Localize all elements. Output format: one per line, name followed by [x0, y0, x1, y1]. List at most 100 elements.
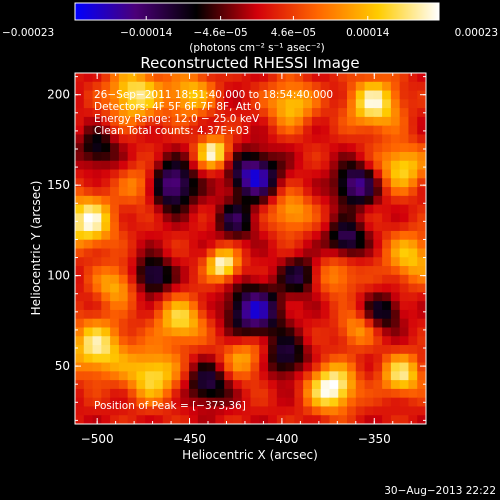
heatmap-cell — [92, 143, 102, 153]
heatmap-cell — [408, 397, 418, 408]
heatmap-cell — [285, 415, 295, 424]
heatmap-cell — [294, 125, 304, 136]
heatmap-cell — [241, 292, 252, 302]
heatmap-cell — [101, 257, 111, 267]
heatmap-cell — [268, 406, 278, 416]
heatmap-cell — [250, 274, 260, 285]
heatmap-cell — [189, 213, 199, 223]
heatmap-cell — [189, 151, 199, 162]
heatmap-cell — [408, 239, 418, 250]
heatmap-cell — [311, 283, 322, 293]
heatmap-cell — [127, 345, 138, 355]
heatmap-cell — [180, 160, 190, 171]
heatmap-cell — [390, 160, 401, 171]
heatmap-cell — [136, 160, 146, 171]
x-tick-label: −350 — [358, 432, 391, 446]
heatmap-cell — [127, 257, 138, 267]
heatmap-cell — [311, 362, 322, 372]
heatmap-cell — [338, 73, 348, 83]
heatmap-cell — [320, 274, 331, 285]
heatmap-cell — [101, 345, 111, 355]
heatmap-cell — [162, 134, 173, 144]
heatmap-cell — [75, 327, 85, 337]
heatmap-cell — [303, 187, 313, 197]
heatmap-cell — [197, 318, 208, 329]
heatmap-cell — [303, 230, 313, 241]
heatmap-cell — [110, 99, 120, 109]
heatmap-cell — [408, 73, 418, 83]
heatmap-cell — [417, 134, 426, 144]
heatmap-cell — [215, 371, 225, 381]
colorbar-tick-label: 4.6e−05 — [271, 27, 316, 39]
heatmap-cell — [259, 301, 269, 311]
heatmap-cell — [320, 187, 331, 197]
heatmap-cell — [373, 169, 383, 179]
heatmap-cell — [259, 415, 269, 424]
heatmap-cell — [311, 81, 322, 92]
heatmap-cell — [101, 327, 111, 337]
heatmap-cell — [320, 327, 331, 337]
heatmap-cell — [241, 371, 252, 381]
heatmap-cell — [145, 116, 155, 127]
heatmap-cell — [206, 292, 217, 302]
heatmap-cell — [276, 151, 287, 162]
heatmap-cell — [364, 318, 374, 329]
heatmap-cell — [162, 266, 173, 276]
heatmap-cell — [136, 187, 146, 197]
heatmap-cell — [276, 362, 287, 372]
heatmap-cell — [171, 283, 181, 293]
heatmap-cell — [268, 345, 278, 355]
heatmap-cell — [232, 345, 243, 355]
heatmap-cell — [127, 266, 138, 276]
heatmap-cell — [382, 301, 392, 311]
heatmap-cell — [83, 143, 94, 153]
heatmap-cell — [127, 143, 138, 153]
heatmap-cell — [110, 318, 120, 329]
heatmap-cell — [162, 406, 173, 416]
heatmap-cell — [127, 301, 138, 311]
heatmap-cell — [329, 73, 339, 83]
heatmap-cell — [399, 309, 410, 320]
heatmap-cell — [268, 151, 278, 162]
heatmap-cell — [83, 81, 94, 92]
heatmap-cell — [118, 345, 129, 355]
heatmap-cell — [294, 73, 304, 83]
heatmap-cell — [206, 353, 217, 364]
heatmap-cell — [303, 362, 313, 372]
heatmap-cell — [408, 318, 418, 329]
heatmap-cell — [355, 336, 366, 346]
heatmap-cell — [189, 195, 199, 206]
heatmap-cell — [408, 309, 418, 320]
heatmap-cell — [338, 301, 348, 311]
heatmap-cell — [355, 90, 366, 100]
heatmap-cell — [215, 380, 225, 390]
heatmap-cell — [373, 187, 383, 197]
y-axis-label: Heliocentric Y (arcsec) — [29, 181, 43, 316]
heatmap-cell — [382, 353, 392, 364]
y-tick-label: 50 — [55, 359, 70, 373]
heatmap-cell — [110, 353, 120, 364]
heatmap-cell — [75, 81, 85, 92]
heatmap-cell — [215, 301, 225, 311]
heatmap-cell — [153, 239, 164, 250]
heatmap-cell — [311, 125, 322, 136]
heatmap-cell — [294, 380, 304, 390]
heatmap-cell — [373, 353, 383, 364]
heatmap-cell — [180, 309, 190, 320]
heatmap-cell — [189, 327, 199, 337]
heatmap-cell — [110, 371, 120, 381]
heatmap-cell — [241, 213, 252, 223]
heatmap-cell — [215, 143, 225, 153]
heatmap-cell — [153, 73, 164, 83]
heatmap-cell — [329, 397, 339, 408]
heatmap-cell — [75, 292, 85, 302]
plot-frame — [74, 72, 427, 425]
heatmap-cell — [329, 116, 339, 127]
heatmap-cell — [347, 81, 357, 92]
heatmap-cell — [101, 239, 111, 250]
heatmap-cell — [224, 301, 234, 311]
heatmap-cell — [268, 230, 278, 241]
heatmap-cell — [347, 151, 357, 162]
heatmap-cell — [373, 248, 383, 258]
heatmap-cell — [241, 380, 252, 390]
